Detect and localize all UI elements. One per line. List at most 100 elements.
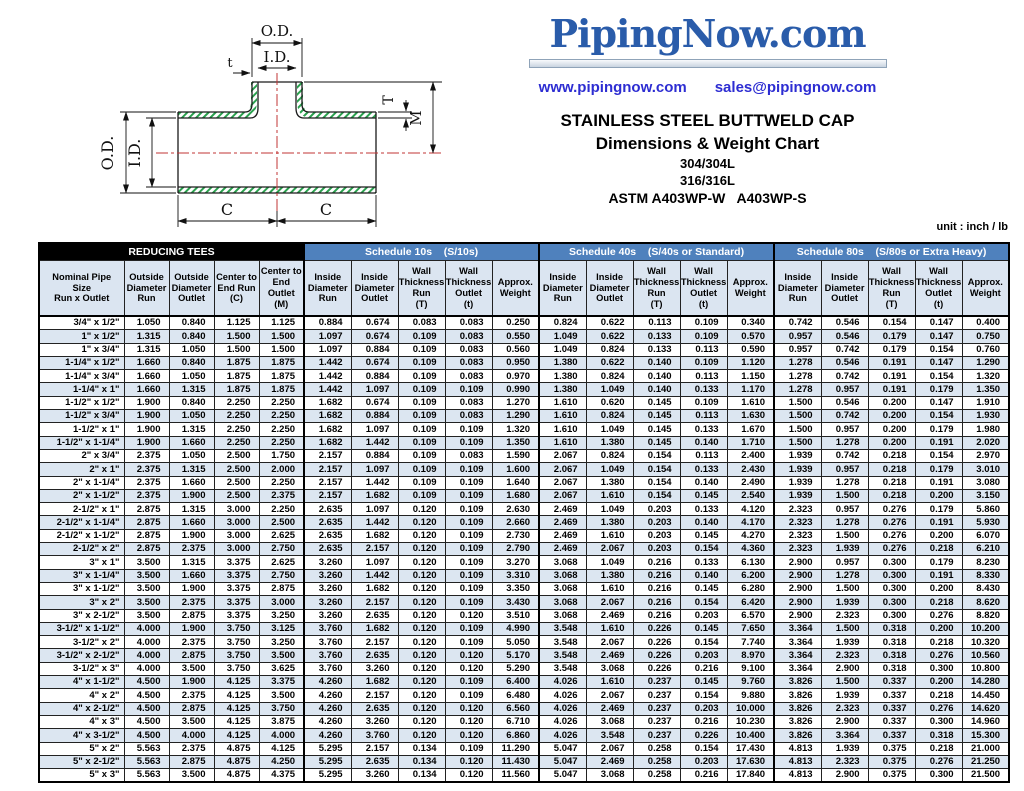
table-row: 2-1/2" x 2" 2.875 2.375 3.000 2.750 2.635 2.15… [38,542,1010,557]
value-cell: 3.625 [258,661,305,677]
value-cell: 1.050 [168,448,215,464]
id-branch-label: I.D. [264,48,291,66]
value-cell: 0.884 [350,369,399,384]
value-cell: 3.010 [961,462,1010,477]
value-cell: 4.260 [303,728,352,743]
table-row: 4" x 3-1/2" 4.500 4.000 4.125 4.000 4.260 3.76… [38,728,1010,743]
value-cell: 0.218 [867,448,916,464]
email-link[interactable]: sales@pipingnow.com [714,79,877,96]
astm-spec: ASTM A403WP-W A403WP-S [608,190,807,206]
value-cell: 2.375 [168,688,215,703]
value-cell: 2.067 [538,462,587,477]
value-cell: 0.674 [350,329,399,344]
value-cell: 0.375 [867,754,916,770]
value-cell: 1.278 [820,568,869,583]
value-cell: 0.109 [397,342,446,357]
value-cell: 2.630 [491,502,540,517]
value-cell: 3.375 [213,608,260,623]
value-cell: 3.500 [123,568,170,583]
value-cell: 8.620 [961,595,1010,610]
value-cell: 2.635 [350,608,399,623]
value-cell: 6.560 [491,701,540,716]
value-cell: 0.179 [867,342,916,357]
value-cell: 5.295 [303,741,352,756]
table-row: 2" x 3/4" 2.375 1.050 2.500 1.750 2.157 0.884 0… [38,448,1010,464]
value-cell: 0.113 [679,342,728,357]
grade-304: 304/304L [680,156,735,171]
value-cell: 0.120 [444,768,493,783]
value-cell: 2.469 [585,754,634,770]
value-cell: 6.280 [726,581,775,597]
size-cell: 4" x 3" [38,714,125,730]
value-cell: 0.154 [867,315,916,331]
size-cell: 4" x 2" [38,688,125,703]
value-cell: 0.109 [397,409,446,424]
value-cell: 0.145 [679,675,728,690]
value-cell: 6.570 [726,608,775,623]
value-cell: 3.364 [773,621,822,637]
value-cell: 4.813 [773,768,822,783]
value-cell: 3.350 [491,581,540,597]
value-cell: 0.120 [397,701,446,716]
value-cell: 2.875 [168,608,215,623]
value-cell: 0.133 [679,555,728,570]
value-cell: 3.750 [213,661,260,677]
value-cell: 5.860 [961,502,1010,517]
value-cell: 1.442 [350,475,399,490]
band-schedule-80s: Schedule 80s (S/80s or Extra Heavy) [773,242,1010,261]
value-cell: 4.500 [123,675,170,690]
value-cell: 1.500 [213,329,260,344]
value-cell: 0.083 [444,369,493,384]
value-cell: 1.270 [491,395,540,411]
value-cell: 14.280 [961,675,1010,690]
col-header-s40-wall-outlet: Wall Thickness Outlet (t) [679,260,728,317]
value-cell: 2.067 [585,688,634,703]
value-cell: 1.610 [538,422,587,437]
value-cell: 2.900 [773,568,822,583]
value-cell: 0.674 [350,315,399,331]
value-cell: 1.150 [726,369,775,384]
value-cell: 0.300 [867,555,916,570]
value-cell: 0.145 [632,395,681,411]
value-cell: 0.258 [632,754,681,770]
value-cell: 4.000 [258,728,305,743]
value-cell: 0.120 [444,714,493,730]
table-row: 4" x 3" 4.500 3.500 4.125 3.875 4.260 3.260 0.1… [38,714,1010,730]
col-header-od-outlet: Outside Diameter Outlet [168,260,215,317]
table-row: 1-1/2" x 1-1/4" 1.900 1.660 2.250 2.250 1.682… [38,435,1010,450]
value-cell: 0.145 [632,422,681,437]
size-cell: 5" x 3" [38,768,125,783]
table-row: 3" x 1-1/2" 3.500 1.900 3.375 2.875 3.260 1.68… [38,581,1010,597]
value-cell: 2.900 [820,714,869,730]
value-cell: 0.109 [397,475,446,490]
value-cell: 1.290 [491,409,540,424]
value-cell: 1.900 [168,675,215,690]
value-cell: 1.875 [213,369,260,384]
value-cell: 0.203 [679,608,728,623]
value-cell: 10.560 [961,648,1010,663]
value-cell: 0.145 [679,488,728,504]
value-cell: 0.120 [397,688,446,703]
website-link[interactable]: www.pipingnow.com [538,79,687,96]
value-cell: 4.125 [258,741,305,756]
value-cell: 3.500 [123,608,170,623]
value-cell: 1.097 [303,329,352,344]
value-cell: 0.109 [444,542,493,557]
value-cell: 4.375 [258,768,305,783]
value-cell: 0.300 [867,568,916,583]
value-cell: 1.278 [773,369,822,384]
centerlines [156,73,442,211]
value-cell: 1.910 [961,395,1010,411]
size-cell: 2-1/2" x 1" [38,502,125,517]
size-cell: 3" x 1-1/4" [38,568,125,583]
value-cell: 1.682 [350,621,399,637]
value-cell: 3.150 [961,488,1010,504]
value-cell: 2.067 [538,488,587,504]
value-cell: 17.430 [726,741,775,756]
value-cell: 1.939 [820,542,869,557]
value-cell: 4.270 [726,528,775,544]
value-cell: 2.490 [726,475,775,490]
size-cell: 4" x 2-1/2" [38,701,125,716]
table-row: 3/4" x 1/2" 1.050 0.840 1.125 1.125 0.884 0.67… [38,315,1010,331]
value-cell: 0.140 [679,568,728,583]
